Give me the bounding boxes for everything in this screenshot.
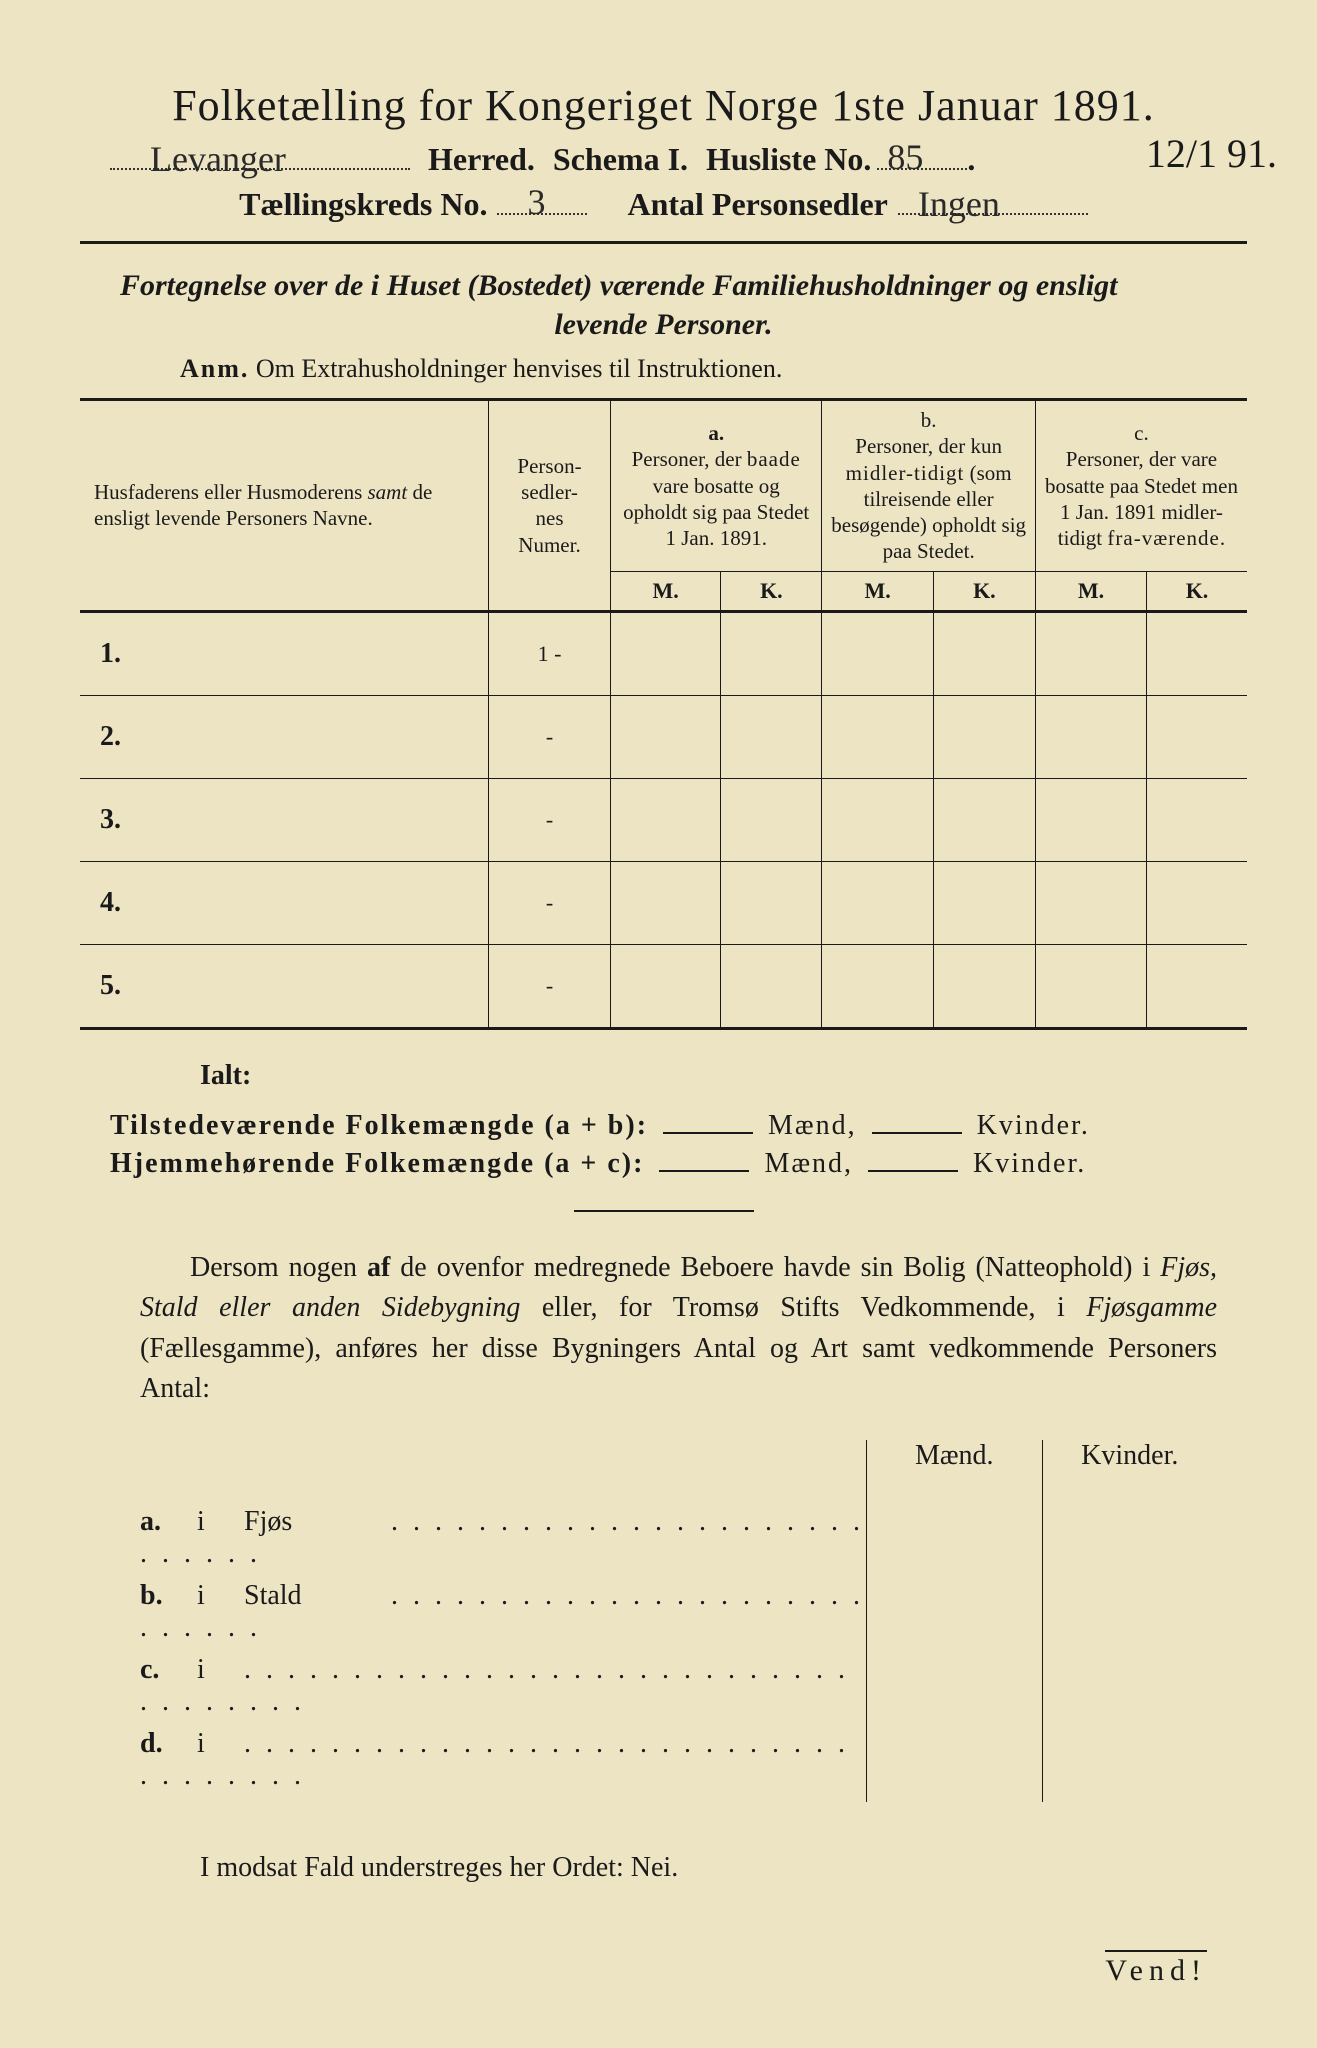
- col-a-text: Personer, der baade vare bosatte og opho…: [619, 446, 813, 551]
- husliste-label: Husliste No.: [706, 141, 871, 178]
- col-a-m: M.: [611, 571, 721, 611]
- col-c-label: c.: [1044, 420, 1239, 446]
- ialt-label: Ialt:: [200, 1060, 1247, 1092]
- table-row: 5. -: [80, 944, 1247, 1028]
- schema-label: Schema I.: [553, 141, 688, 178]
- col-a-label: a.: [619, 420, 813, 446]
- herred-label: Herred.: [428, 141, 535, 178]
- vend-label: Vend!: [1105, 1950, 1207, 1988]
- side-right-cols: Mænd. Kvinder.: [866, 1440, 1217, 1802]
- table-row: 2. -: [80, 695, 1247, 778]
- col-c-m: M.: [1035, 571, 1146, 611]
- section-heading: Fortegnelse over de i Huset (Bostedet) v…: [120, 266, 1207, 344]
- side-row: c. i . . . . . . . . . . . . . . . . . .…: [140, 1654, 866, 1718]
- subtitle-row-1: Levanger Herred. Schema I. Husliste No. …: [80, 141, 1247, 178]
- final-line: I modsat Fald understreges her Ordet: Ne…: [200, 1852, 1247, 1884]
- sum-line-2: Hjemmehørende Folkemængde (a + c): Mænd,…: [110, 1148, 1247, 1180]
- husliste-no-handwritten: 85: [887, 136, 923, 178]
- col-numer-header: Person-sedler-nesNumer.: [517, 454, 581, 557]
- anm-note: Anm. Om Extrahusholdninger henvises til …: [180, 354, 1247, 384]
- herred-handwritten: Levanger: [150, 138, 286, 180]
- col-c-text: Personer, der vare bosatte paa Stedet me…: [1044, 446, 1239, 551]
- col-a-k: K.: [721, 571, 822, 611]
- divider-short: [574, 1210, 754, 1212]
- antal-label: Antal Personsedler: [627, 186, 887, 223]
- page-title: Folketælling for Kongeriget Norge 1ste J…: [80, 80, 1247, 131]
- sum-line-1: Tilstedeværende Folkemængde (a + b): Mæn…: [110, 1110, 1247, 1142]
- side-row: a. i Fjøs . . . . . . . . . . . . . . . …: [140, 1506, 866, 1570]
- paragraph: Dersom nogen af de ovenfor medregnede Be…: [140, 1248, 1217, 1410]
- side-table: a. i Fjøs . . . . . . . . . . . . . . . …: [140, 1440, 1217, 1802]
- col-b-text: Personer, der kun midler-tidigt (som til…: [830, 433, 1027, 564]
- side-kvinder-header: Kvinder.: [1043, 1440, 1218, 1486]
- col-b-m: M.: [822, 571, 933, 611]
- subtitle-row-2: Tællingskreds No. 3 Antal Personsedler I…: [80, 186, 1247, 223]
- table-row: 3. -: [80, 778, 1247, 861]
- kreds-label: Tællingskreds No.: [239, 186, 487, 223]
- col-b-label: b.: [830, 407, 1027, 433]
- main-table: Husfaderens eller Husmoderens samt de en…: [80, 398, 1247, 1030]
- side-row: b. i Stald . . . . . . . . . . . . . . .…: [140, 1580, 866, 1644]
- kreds-no-handwritten: 3: [527, 181, 545, 223]
- census-form-page: Folketælling for Kongeriget Norge 1ste J…: [0, 0, 1317, 2048]
- col-c-k: K.: [1147, 571, 1248, 611]
- col-names-header: Husfaderens eller Husmoderens samt de en…: [94, 480, 432, 530]
- col-b-k: K.: [933, 571, 1035, 611]
- divider-1: [80, 241, 1247, 244]
- side-maend-header: Mænd.: [867, 1440, 1042, 1486]
- table-row: 4. -: [80, 861, 1247, 944]
- antal-handwritten: Ingen: [918, 183, 1000, 225]
- table-row: 1. 1 -: [80, 611, 1247, 695]
- side-row: d. i . . . . . . . . . . . . . . . . . .…: [140, 1728, 866, 1792]
